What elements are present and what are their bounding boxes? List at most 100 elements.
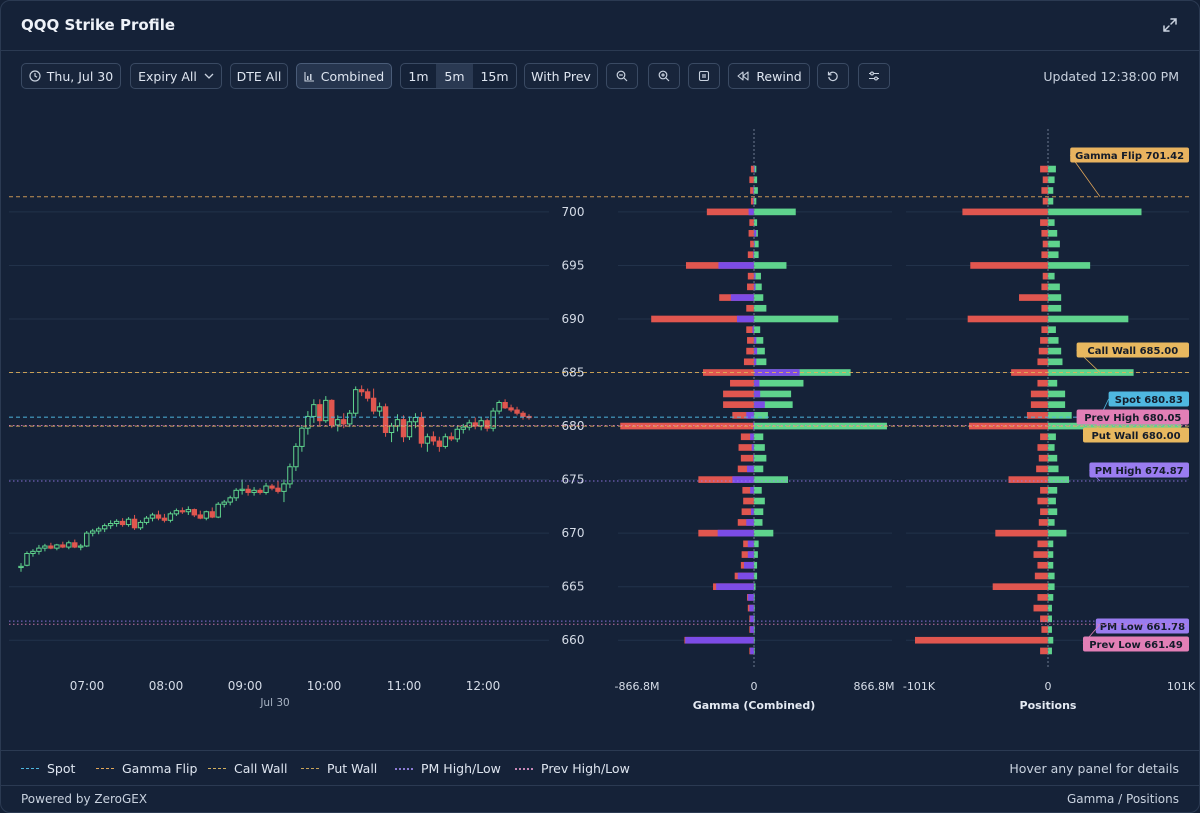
- candle-body: [466, 422, 472, 428]
- gamma-put-bar: [740, 454, 754, 462]
- dte-label: DTE All: [236, 68, 282, 84]
- position-put-bar: [1037, 379, 1048, 387]
- refresh-button[interactable]: [817, 63, 849, 89]
- level-tag: [1076, 409, 1189, 425]
- legend-spot: Spot: [21, 761, 75, 776]
- candle-body: [287, 466, 293, 485]
- gamma-call-bar: [754, 551, 758, 558]
- position-put-bar: [1040, 219, 1048, 226]
- gamma-call-bar: [754, 208, 796, 216]
- level-tag: [1108, 391, 1189, 407]
- x-tick-label: 08:00: [149, 679, 184, 693]
- position-put-bar: [1034, 572, 1048, 580]
- gamma-net-bar: [750, 615, 754, 623]
- level-tag-label: Spot 680.83: [1115, 395, 1183, 406]
- combined-label: Combined: [320, 68, 385, 84]
- position-put-bar: [1040, 165, 1048, 173]
- gamma-call-bar: [754, 636, 755, 644]
- with-prev-button[interactable]: With Prev: [524, 63, 598, 89]
- gamma-call-bar: [754, 508, 764, 516]
- footer-credit: Powered by ZeroGEX: [21, 792, 148, 806]
- position-call-bar: [1048, 444, 1055, 451]
- interval-1m[interactable]: 1m: [408, 68, 429, 84]
- position-call-bar: [1048, 337, 1059, 344]
- candle-body: [233, 489, 239, 499]
- candle-body: [113, 520, 120, 525]
- gamma-put-bar: [743, 497, 754, 505]
- candle-body: [149, 514, 156, 519]
- rewind-label: Rewind: [756, 68, 802, 84]
- candle-body: [293, 445, 299, 468]
- rewind-button[interactable]: Rewind: [728, 63, 810, 89]
- position-put-bar: [1041, 304, 1048, 312]
- gamma-net-bar: [749, 604, 754, 612]
- settings-button[interactable]: [858, 63, 890, 89]
- level-tag-label: Gamma Flip 701.42: [1075, 151, 1184, 162]
- candle-body: [48, 545, 54, 549]
- date-picker-button[interactable]: Thu, Jul 30: [21, 63, 121, 89]
- position-call-bar: [1048, 604, 1052, 612]
- gamma-call-bar: [754, 176, 758, 184]
- candle-body: [209, 511, 215, 518]
- gamma-net-bar: [754, 401, 765, 408]
- dte-button[interactable]: DTE All: [230, 63, 288, 89]
- position-call-bar: [1048, 561, 1054, 569]
- position-put-bar: [1042, 176, 1048, 184]
- position-call-bar: [1048, 615, 1052, 623]
- gamma-net-bar: [685, 636, 754, 644]
- position-call-bar: [1048, 636, 1054, 644]
- position-put-bar: [1030, 390, 1048, 398]
- gamma-put-bar: [706, 208, 754, 216]
- pause-button[interactable]: [688, 63, 720, 89]
- position-call-bar: [1048, 390, 1066, 398]
- interval-5m[interactable]: 5m: [436, 64, 473, 88]
- candle-body: [215, 503, 221, 518]
- candle-body: [24, 552, 30, 566]
- gamma-call-bar: [754, 337, 764, 344]
- positions-x-tick: -101K: [903, 680, 936, 693]
- gamma-put-bar: [743, 358, 754, 366]
- position-put-bar: [1041, 251, 1048, 259]
- level-tag: [1070, 147, 1189, 163]
- position-put-bar: [1037, 540, 1048, 548]
- candle-body: [66, 542, 72, 548]
- position-call-bar: [1048, 347, 1062, 355]
- zoom-in-icon: [658, 70, 670, 82]
- gamma-put-bar: [750, 240, 754, 248]
- candle-body: [358, 389, 365, 393]
- expiry-dropdown[interactable]: Expiry All: [130, 63, 222, 89]
- gamma-net-bar: [754, 240, 755, 248]
- combined-button[interactable]: Combined: [296, 63, 392, 89]
- candle-body: [424, 436, 431, 444]
- gamma-put-bar: [750, 197, 754, 205]
- gamma-call-bar: [754, 315, 839, 323]
- zoom-in-button[interactable]: [648, 63, 680, 89]
- level-tag-label: PM Low 661.78: [1100, 622, 1185, 633]
- candle-body: [317, 404, 323, 422]
- expand-icon[interactable]: [1161, 16, 1179, 34]
- position-put-bar: [915, 636, 1048, 644]
- candle-body: [185, 509, 192, 513]
- candle-body: [263, 485, 269, 493]
- gamma-net-bar: [754, 272, 756, 280]
- candle-body: [269, 485, 275, 489]
- candle-body: [370, 397, 377, 412]
- sliders-icon: [869, 71, 879, 81]
- gamma-put-bar: [730, 379, 754, 387]
- legend: Spot Gamma Flip Call Wall Put Wall PM Hi…: [1, 750, 1199, 786]
- candle-body: [221, 501, 227, 505]
- gamma-net-bar: [750, 647, 754, 655]
- position-call-bar: [1048, 412, 1072, 419]
- interval-15m[interactable]: 15m: [480, 68, 509, 84]
- position-call-bar: [1048, 219, 1055, 226]
- gamma-put-bar: [723, 390, 754, 398]
- position-put-bar: [1008, 476, 1048, 483]
- zoom-out-button[interactable]: [606, 63, 638, 89]
- hover-hint: Hover any panel for details: [1009, 761, 1179, 776]
- position-call-bar: [1048, 497, 1056, 505]
- clock-icon: [29, 70, 41, 82]
- gamma-net-bar: [730, 294, 754, 301]
- candle-body: [119, 520, 126, 526]
